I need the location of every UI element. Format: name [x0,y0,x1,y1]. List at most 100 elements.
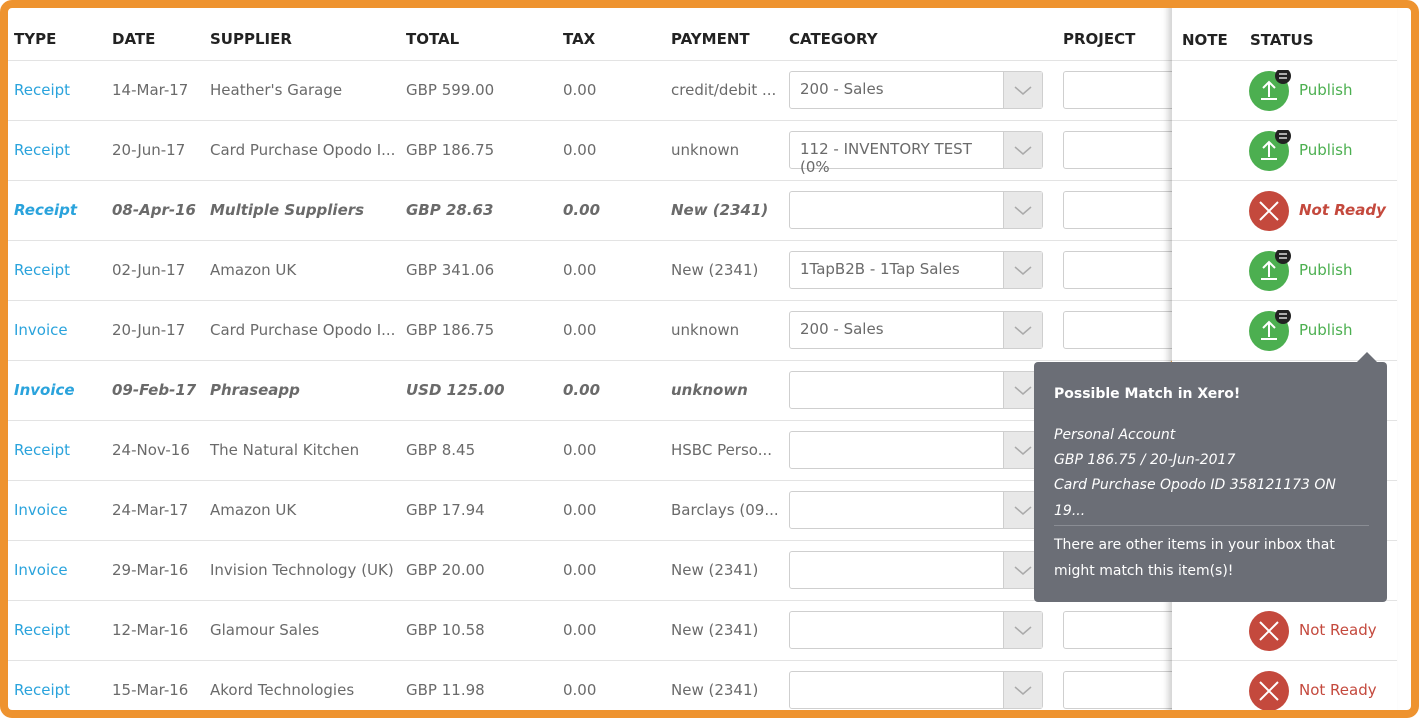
status-label[interactable]: Not Ready [1299,621,1377,639]
chevron [1014,686,1032,695]
tooltip-divider [1054,525,1369,526]
status-label[interactable]: Publish [1299,321,1353,339]
column-header: PROJECT [1063,30,1136,48]
type-link[interactable]: Receipt [14,201,78,219]
dropdown-button[interactable] [1003,132,1042,168]
category-select[interactable] [789,671,1043,709]
cell-text: The Natural Kitchen [210,441,360,459]
type-link[interactable]: Receipt [14,681,71,699]
cell-text: Amazon UK [210,501,297,519]
column-header: CATEGORY [789,30,878,48]
not-ready-icon[interactable] [1249,670,1293,710]
chevron [1014,626,1032,635]
cell-text: 0.00 [563,201,601,219]
project-input[interactable] [1063,191,1183,229]
row-divider [8,360,1173,361]
type-link[interactable]: Invoice [14,561,68,579]
chevron [1014,266,1032,275]
icon [1249,248,1291,291]
category-select[interactable] [789,191,1043,229]
cell-text: 0.00 [563,141,597,159]
type-link[interactable]: Receipt [14,441,71,459]
publish-icon[interactable] [1249,68,1293,116]
category-select[interactable] [789,551,1043,589]
project-input[interactable] [1063,671,1183,709]
project-input[interactable] [1063,611,1183,649]
category-select[interactable] [789,611,1043,649]
status-label[interactable]: Publish [1299,141,1353,159]
cell-text: 0.00 [563,441,597,459]
tooltip-detail: GBP 186.75 / 20-Jun-2017 [1054,452,1236,468]
project-input[interactable] [1063,71,1183,109]
dropdown-button[interactable] [1003,72,1042,108]
row-divider [8,240,1173,241]
cell-text: 0.00 [563,321,597,339]
category-select[interactable] [789,491,1043,529]
status-label[interactable]: Publish [1299,261,1353,279]
icon [1249,128,1291,171]
icon [1249,611,1289,651]
type-link[interactable]: Receipt [14,141,71,159]
cell-text: 20-Jun-17 [112,141,186,159]
cell-text: GBP 599.00 [406,81,495,99]
cell-text: 14-Mar-17 [112,81,189,99]
type-link[interactable]: Invoice [14,501,68,519]
row-divider [1172,120,1397,121]
chevron [1014,566,1032,575]
cell-text: 29-Mar-16 [112,561,189,579]
tooltip-arrow [1357,352,1377,362]
cell-text: GBP 10.58 [406,621,485,639]
status-label[interactable]: Not Ready [1299,681,1377,699]
not-ready-icon[interactable] [1249,610,1293,656]
icon [1249,191,1289,231]
category-select[interactable]: 1TapB2B - 1Tap Sales [789,251,1043,289]
cell-text: 24-Mar-17 [112,501,189,519]
type-link[interactable]: Invoice [14,381,75,399]
project-input[interactable] [1063,251,1183,289]
publish-icon[interactable] [1249,308,1293,356]
cell-text: GBP 17.94 [406,501,485,519]
project-input[interactable] [1063,311,1183,349]
category-select[interactable] [789,371,1043,409]
publish-icon[interactable] [1249,248,1293,296]
type-link[interactable]: Invoice [14,321,68,339]
tooltip-detail: Card Purchase Opodo ID 358121173 ON 19..… [1054,477,1336,519]
category-value: 200 - Sales [800,320,884,338]
cell-text: HSBC Perso... [671,441,773,459]
row-divider [8,660,1173,661]
row-divider [8,540,1173,541]
type-link[interactable]: Receipt [14,81,71,99]
type-link[interactable]: Receipt [14,261,71,279]
cell-text: GBP 186.75 [406,321,495,339]
row-divider [1172,300,1397,301]
status-label[interactable]: Not Ready [1299,201,1386,219]
category-select[interactable]: 112 - INVENTORY TEST (0% [789,131,1043,176]
row-divider [8,120,1173,121]
dropdown-button[interactable] [1003,192,1042,228]
column-header: NOTE [1182,31,1228,49]
cell-text: Heather's Garage [210,81,343,99]
dropdown-button[interactable] [1003,672,1042,708]
category-select[interactable]: 200 - Sales [789,311,1043,349]
cell-text: New (2341) [671,621,759,639]
dropdown-button[interactable] [1003,312,1042,348]
cell-text: Card Purchase Opodo I... [210,321,396,339]
cell-text: 02-Jun-17 [112,261,186,279]
category-select[interactable]: 200 - Sales [789,71,1043,109]
cell-text: GBP 341.06 [406,261,495,279]
status-label[interactable]: Publish [1299,81,1353,99]
publish-icon[interactable] [1249,128,1293,176]
tooltip-message: There are other items in your inbox that… [1054,537,1335,579]
chevron [1014,326,1032,335]
icon [1249,308,1291,351]
dropdown-button[interactable] [1003,612,1042,648]
cell-text: New (2341) [671,261,759,279]
not-ready-icon[interactable] [1249,190,1293,236]
icon [1249,671,1289,710]
project-input[interactable] [1063,131,1183,169]
category-select[interactable] [789,431,1043,469]
cell-text: 20-Jun-17 [112,321,186,339]
dropdown-button[interactable] [1003,252,1042,288]
type-link[interactable]: Receipt [14,621,71,639]
row-divider [1172,660,1397,661]
